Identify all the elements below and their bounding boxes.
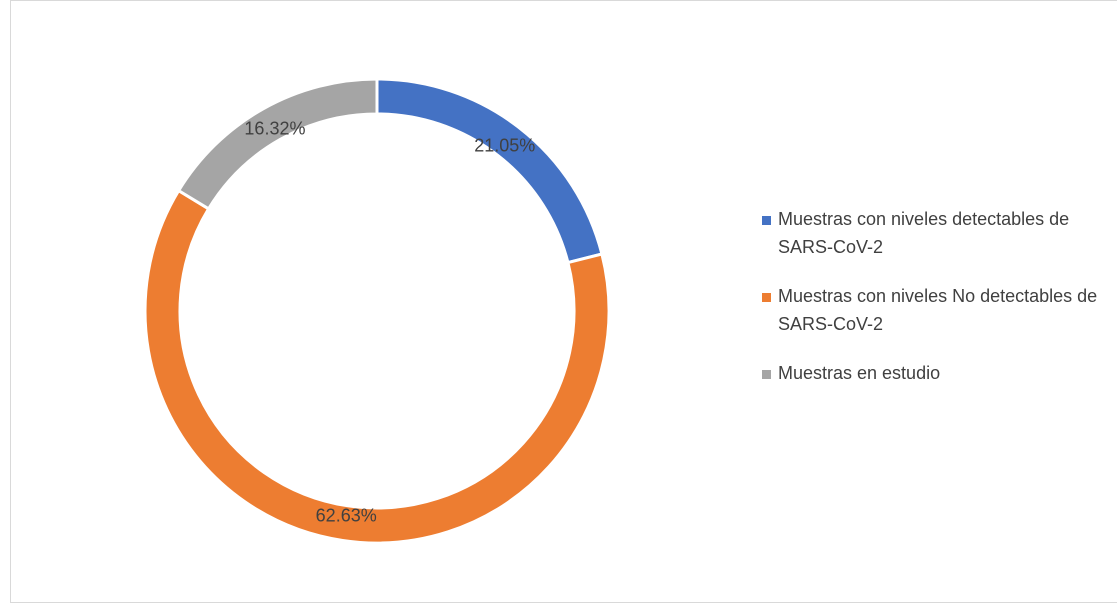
- legend-swatch: [762, 370, 771, 379]
- data-label: 16.32%: [244, 118, 305, 138]
- donut-segment: [143, 188, 611, 545]
- legend-label: Muestras con niveles detectables de SARS…: [778, 209, 1070, 257]
- legend-item: Muestras en estudio: [762, 359, 1112, 387]
- legend-item: Muestras con niveles No detectables de S…: [762, 282, 1112, 338]
- donut-segment: [176, 77, 379, 211]
- legend-label: Muestras con niveles No detectables de S…: [778, 286, 1098, 334]
- legend-swatch: [762, 293, 771, 302]
- data-label: 21.05%: [474, 136, 535, 156]
- legend-swatch: [762, 216, 771, 225]
- legend-label: Muestras en estudio: [778, 363, 941, 383]
- donut-segment: [375, 77, 604, 265]
- legend: Muestras con niveles detectables de SARS…: [762, 205, 1112, 408]
- data-label: 62.63%: [316, 505, 377, 525]
- legend-item: Muestras con niveles detectables de SARS…: [762, 205, 1112, 261]
